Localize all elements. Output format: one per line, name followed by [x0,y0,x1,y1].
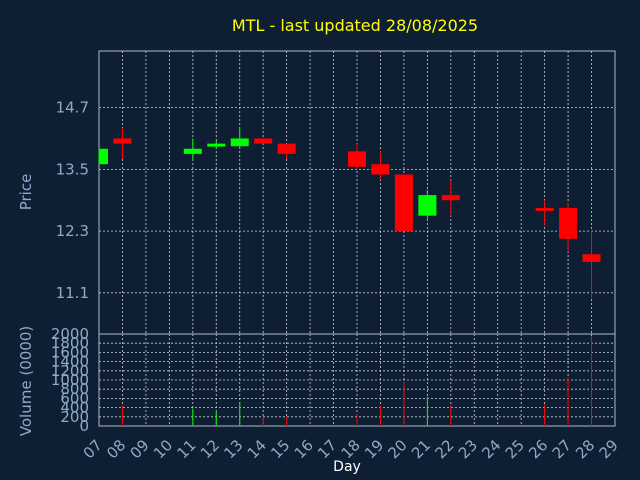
day-tick-label: 08 [103,436,129,462]
volume-tick-label: 1200 [51,362,89,380]
price-axis-label: Price [17,174,35,211]
day-tick-label: 28 [572,436,598,462]
candle-27 [559,202,578,252]
price-tick-label: 14.7 [56,99,89,117]
candle-20 [394,174,413,232]
day-tick-label: 23 [455,436,481,462]
candle-08 [113,128,132,160]
day-tick-label: 29 [596,436,622,462]
candle-15 [277,143,296,160]
candle-body [207,143,226,147]
day-tick-label: 24 [478,436,504,462]
candle-18 [348,143,366,170]
volume-tick-label: 1600 [51,343,89,361]
chart-title: MTL - last updated 28/08/2025 [232,16,478,35]
day-tick-label: 21 [408,436,434,462]
candle-body [113,138,132,144]
candle-body [254,138,273,144]
volume-tick-label: 1400 [51,353,89,371]
candle-21 [418,189,437,221]
volume-tick-label: 1800 [51,334,89,352]
candle-body [277,143,296,154]
candle-14 [254,138,273,144]
volume-tick-label: 200 [60,408,89,426]
day-axis-label: Day [333,459,361,475]
candle-19 [371,151,390,180]
candle-body [441,195,460,201]
candle-body [371,164,390,175]
candle-26 [535,200,554,226]
day-tick-label: 07 [80,436,106,462]
candle-body [99,148,108,165]
day-tick-label: 26 [525,436,551,462]
day-tick-label: 19 [361,436,387,462]
day-tick-label: 12 [197,436,223,462]
candle-body [230,138,249,147]
day-tick-label: 15 [267,436,293,462]
day-tick-label: 22 [431,436,457,462]
candle-28 [582,231,601,298]
day-tick-label: 14 [244,436,270,462]
volume-tick-label: 0 [79,417,89,435]
candle-body [559,207,578,239]
candle-11 [183,138,202,160]
price-tick-label: 11.1 [56,284,89,302]
volume-tick-label: 800 [60,380,89,398]
price-panel: 14.7 13.5 12.3 11.1 [56,50,616,335]
price-tick-label: 12.3 [56,222,89,240]
day-tick-label: 16 [291,436,317,462]
candle-13 [230,128,249,149]
candle-body [348,151,366,167]
candle-body [418,195,437,216]
price-tick-label: 13.5 [56,160,89,178]
day-tick-label: 27 [549,436,575,462]
candle-12 [207,141,226,149]
volume-axis-label: Volume (0000) [17,326,35,436]
candle-body [394,174,413,232]
volume-tick-label: 2000 [51,325,89,343]
day-tick-label: 13 [220,436,246,462]
candle-body [535,207,554,211]
day-tick-label: 11 [173,436,199,462]
day-tick-label: 09 [127,436,153,462]
volume-tick-label: 1000 [51,371,89,389]
day-tick-label: 10 [150,436,176,462]
candle-07 [98,148,108,165]
candle-body [183,148,202,154]
day-tick-label: 20 [385,436,411,462]
volume-tick-label: 400 [60,399,89,417]
x-axis-ticks: 0708091011121314151617181920212223242526… [80,436,622,462]
candle-body [582,254,601,262]
candle-22 [441,179,460,216]
day-tick-label: 25 [502,436,528,462]
volume-tick-label: 600 [60,389,89,407]
